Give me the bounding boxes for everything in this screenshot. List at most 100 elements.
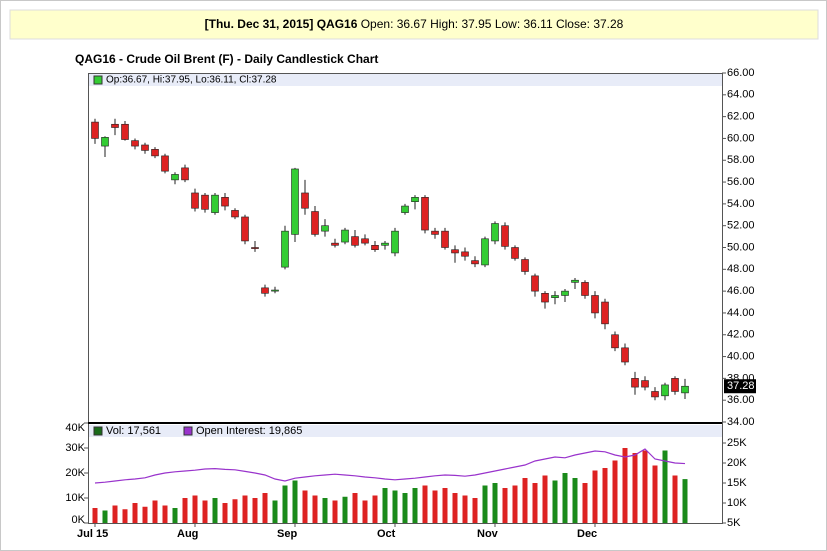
volume-bar [272, 500, 278, 523]
volume-bar [482, 485, 488, 523]
candle-body [371, 245, 379, 250]
candle-body [191, 192, 199, 209]
candle-body [541, 293, 549, 303]
candle-body [181, 167, 189, 181]
y-tick-label: 30K [65, 442, 85, 454]
volume-bar [552, 480, 558, 523]
y-tick-label: 40K [65, 422, 85, 434]
y2-tick-label: 20K [727, 457, 747, 469]
candle-body [301, 192, 309, 209]
candle-body [351, 236, 359, 246]
y-tick-label: 58.00 [727, 154, 755, 166]
y-tick-label: 0K [72, 514, 86, 526]
candle-body [501, 225, 509, 247]
x-tick-label: Nov [477, 528, 499, 540]
volume-bar [172, 508, 178, 523]
volume-bar [582, 483, 588, 523]
volume-bar [182, 498, 188, 523]
candle-body [631, 378, 639, 388]
volume-bar [562, 473, 568, 523]
volume-bar [252, 498, 258, 523]
chart-title: QAG16 - Crude Oil Brent (F) - Daily Cand… [75, 52, 378, 66]
volume-bar [202, 500, 208, 523]
header-quote: Open: 36.67 High: 37.95 Low: 36.11 Close… [361, 17, 624, 31]
candle-body [141, 144, 149, 151]
candle-body [261, 287, 269, 294]
volume-bar [132, 503, 138, 523]
candle-body [611, 334, 619, 349]
volume-bar [412, 488, 418, 523]
volume-bar [632, 453, 638, 523]
volume-bar [92, 508, 98, 523]
candle-body [491, 223, 499, 242]
y-tick-label: 34.00 [727, 416, 755, 428]
volume-bar [302, 490, 308, 523]
candle-body [251, 247, 259, 249]
volume-bar [372, 495, 378, 523]
candle-body [461, 251, 469, 257]
volume-bar [222, 503, 228, 523]
y-tick-label: 40.00 [727, 350, 755, 362]
volume-bar [432, 490, 438, 523]
volume-bar [682, 479, 688, 523]
volume-bar [232, 499, 238, 523]
y-tick-label: 10K [65, 492, 85, 504]
candle-body [591, 295, 599, 314]
candle-body [281, 230, 289, 268]
candle-body [231, 210, 239, 218]
header-date: [Thu. Dec 31, 2015] [205, 17, 314, 31]
candle-body [571, 279, 579, 283]
volume-bar [342, 496, 348, 523]
legend-swatch [183, 426, 193, 436]
volume-bar [212, 498, 218, 523]
candle-body [381, 242, 389, 246]
x-tick-label: Aug [177, 528, 198, 540]
candle-body [321, 225, 329, 232]
candle-body [271, 289, 279, 292]
legend-band [89, 74, 722, 86]
candle-body [581, 282, 589, 296]
y-tick-label: 62.00 [727, 111, 755, 123]
y-tick-label: 54.00 [727, 198, 755, 210]
candle-body [131, 140, 139, 147]
volume-bar [642, 450, 648, 523]
candle-body [551, 295, 559, 298]
y-tick-label: 64.00 [727, 89, 755, 101]
candle-body [341, 229, 349, 243]
y-tick-label: 20K [65, 467, 85, 479]
last-price-box [724, 379, 756, 394]
volume-bar [492, 483, 498, 523]
volume-bar [502, 488, 508, 523]
y-tick-label: 42.00 [727, 329, 755, 341]
candle-body [311, 211, 319, 235]
y2-tick-label: 5K [727, 517, 741, 529]
candle-body [431, 230, 439, 235]
candle-body [151, 149, 159, 157]
candle-body [671, 378, 679, 392]
candle-body [411, 197, 419, 202]
volume-bar [572, 478, 578, 523]
y-tick-label: 46.00 [727, 285, 755, 297]
volume-bar [452, 493, 458, 523]
volume-bar [152, 500, 158, 523]
volume-bar [262, 493, 268, 523]
candle-body [641, 380, 649, 388]
candle-body [361, 238, 369, 244]
candle-body [661, 384, 669, 397]
volume-bar [532, 483, 538, 523]
volume-bar [102, 510, 108, 523]
volume-bar [292, 480, 298, 523]
volume-bar [392, 490, 398, 523]
candle-body [101, 137, 109, 147]
candle-body [91, 121, 99, 139]
volume-bar [332, 500, 338, 523]
volume-bar [192, 495, 198, 523]
volume-bar [322, 498, 328, 523]
candle-body [121, 123, 129, 140]
candle-body [521, 259, 529, 272]
volume-bar [592, 470, 598, 523]
volume-bar [362, 500, 368, 523]
x-tick-label: Jul 15 [77, 528, 108, 540]
volume-bar [472, 498, 478, 523]
y2-tick-label: 25K [727, 437, 747, 449]
